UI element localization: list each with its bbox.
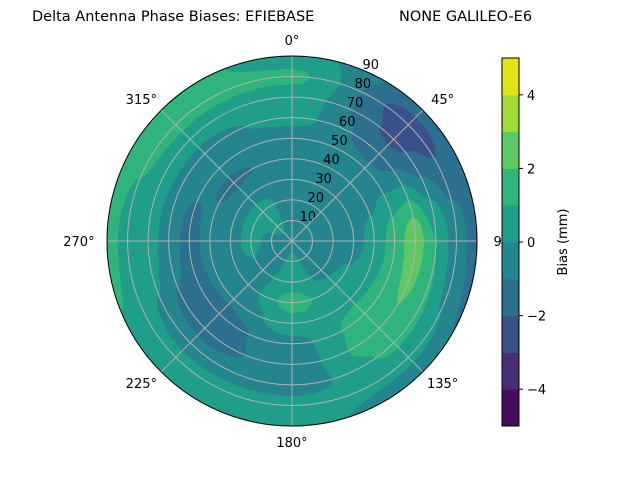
colorbar-band xyxy=(502,131,519,169)
colorbar-band xyxy=(502,242,519,280)
r-tick-label: 10 xyxy=(300,210,317,225)
r-gridline xyxy=(250,199,334,283)
theta-tick-label: 0° xyxy=(285,34,300,49)
theta-tick-label: 225° xyxy=(126,377,157,392)
theta-tick-label: 180° xyxy=(276,436,307,451)
r-tick-label: 70 xyxy=(347,96,364,111)
chart-title: Delta Antenna Phase Biases: EFIEBASE xyxy=(32,9,315,25)
theta-gridline xyxy=(160,240,293,373)
theta-tick-label: 135° xyxy=(427,377,458,392)
r-gridline xyxy=(127,76,457,406)
theta-tick-label: 270° xyxy=(63,235,94,250)
colorbar-frame xyxy=(501,57,520,427)
r-gridline xyxy=(229,178,355,304)
r-tick-label: 30 xyxy=(315,172,332,187)
r-gridline xyxy=(188,137,396,345)
r-tick-label: 60 xyxy=(339,115,356,130)
colorbar-tick-label: −2 xyxy=(527,310,546,325)
colorbar: −4 −2 0 2 4 Bias (mm) xyxy=(501,57,571,427)
chart-title-signal: NONE GALILEO-E6 xyxy=(399,9,533,25)
r-gridline xyxy=(168,117,416,365)
r-gridline xyxy=(270,219,314,263)
r-tick-label: 80 xyxy=(355,77,372,92)
polar-frame xyxy=(106,55,478,427)
theta-gridline xyxy=(291,109,424,242)
theta-gridline xyxy=(291,240,424,373)
colorbar-band xyxy=(502,278,519,317)
colorbar-band xyxy=(502,94,519,133)
colorbar-tick-label: 2 xyxy=(527,162,535,177)
theta-tick-label: 90° xyxy=(494,235,517,250)
r-gridline xyxy=(147,96,437,386)
colorbar-band xyxy=(502,58,519,96)
colorbar-tick-label: 4 xyxy=(527,89,535,104)
colorbar-label: Bias (mm) xyxy=(556,209,571,276)
r-tick-label: 40 xyxy=(323,153,340,168)
theta-tick-label: 315° xyxy=(126,93,157,108)
r-tick-label: 90 xyxy=(363,58,380,73)
colorbar-band xyxy=(502,168,519,206)
colorbar-band xyxy=(502,205,519,243)
colorbar-band xyxy=(502,389,519,427)
r-gridline xyxy=(209,158,375,324)
colorbar-tick-label: −4 xyxy=(527,383,546,398)
colorbar-band xyxy=(502,315,519,353)
r-tick-label: 50 xyxy=(331,134,348,149)
r-tick-label: 20 xyxy=(307,191,324,206)
colorbar-band xyxy=(502,352,519,390)
theta-tick-label: 45° xyxy=(431,93,454,108)
theta-gridline xyxy=(160,109,293,242)
colorbar-tick-label: 0 xyxy=(527,236,535,251)
